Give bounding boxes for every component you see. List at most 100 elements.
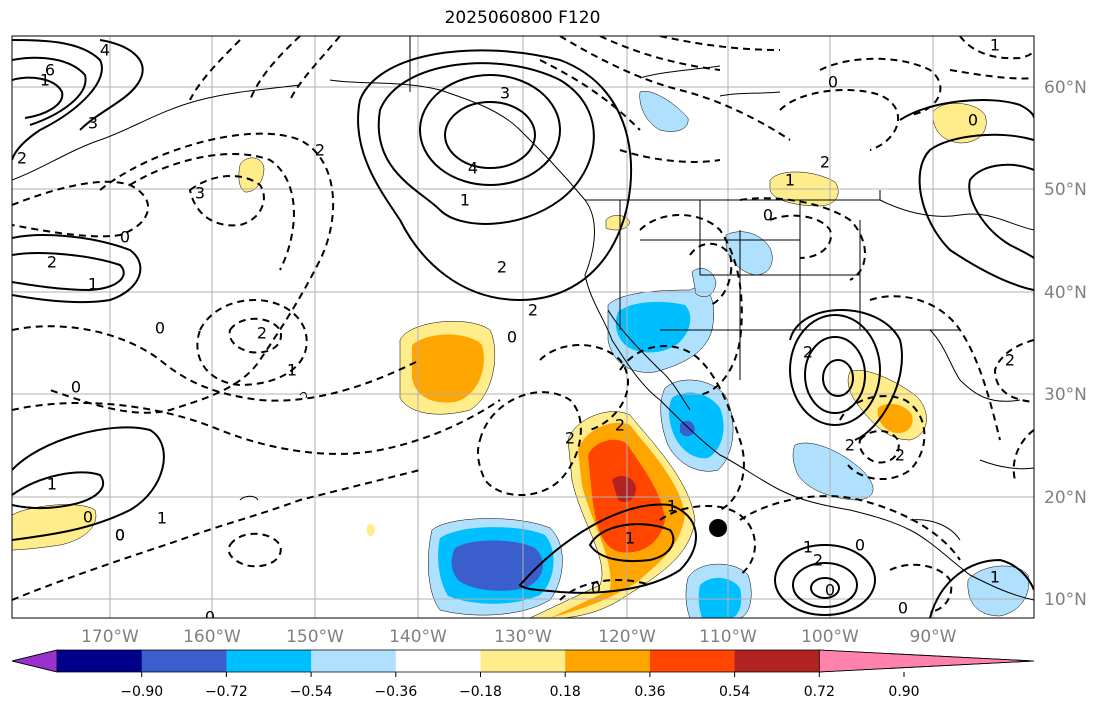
contour-label: 0 (115, 526, 125, 545)
contour-lines (12, 36, 1034, 618)
anomaly-negative (451, 540, 543, 591)
contour-label: 1 (803, 538, 813, 557)
contour-label: 1 (287, 361, 297, 380)
contour-label: 0 (763, 206, 773, 225)
contour-label: 2 (528, 301, 538, 320)
colorbar-segment (395, 650, 481, 672)
longitude-tick-label: 140°W (389, 627, 447, 647)
latitude-tick-label: 30°N (1044, 385, 1087, 405)
colorbar-tick-label: −0.18 (459, 684, 502, 700)
contour-label: 0 (71, 378, 81, 397)
colorbar-tick-label: 0.54 (719, 684, 750, 700)
anomaly-positive (412, 334, 484, 403)
contour-label: 0 (825, 581, 835, 600)
colorbar-tick-label: 0.18 (550, 684, 581, 700)
colorbar-tick-label: −0.72 (205, 684, 248, 700)
latitude-tick-label: 50°N (1044, 180, 1087, 200)
colorbar (11, 649, 1035, 673)
map-title: 2025060800 F120 (444, 8, 601, 28)
contour-label: 0 (205, 608, 215, 627)
colorbar-extend-high (818, 649, 1035, 673)
contour-label: 0 (855, 536, 865, 555)
contour-label: 2 (895, 446, 905, 465)
colorbar-tick-label: 0.90 (888, 684, 919, 700)
contour-label: 1 (157, 509, 167, 528)
longitude-tick-label: 110°W (699, 627, 757, 647)
longitude-tick-label: 170°W (81, 627, 139, 647)
latitude-tick-label: 60°N (1044, 78, 1087, 98)
colorbar-segment (734, 650, 820, 672)
longitude-tick-label: 130°W (494, 627, 552, 647)
contour-label: 4 (468, 159, 478, 178)
anomaly-positive (612, 475, 636, 502)
anomaly-negative (725, 231, 773, 276)
contour-label: 2 (803, 343, 813, 362)
latitude-tick-label: 40°N (1044, 283, 1087, 303)
contour-label: 0 (898, 599, 908, 618)
contour-label: 0 (83, 508, 93, 527)
contour-label: 1 (990, 36, 1000, 55)
anomaly-negative (639, 90, 689, 132)
contour-label: 1 (990, 568, 1000, 587)
colorbar-segment (57, 650, 143, 672)
contour-label: 2 (820, 153, 830, 172)
contour-label: 0 (120, 228, 130, 247)
colorbar-segment (649, 650, 736, 672)
contour-label: 1 (667, 497, 677, 516)
colorbar-extend-low (11, 649, 58, 673)
anomaly-positive (12, 504, 97, 551)
contour-label: 2 (315, 141, 325, 160)
colorbar-tick-label: 0.72 (804, 684, 835, 700)
colorbar-tick-label: 0.36 (634, 684, 665, 700)
colorbar-outline (11, 649, 1035, 673)
coastlines (12, 36, 1034, 601)
contour-label: 2 (47, 253, 57, 272)
anomaly-negative (669, 392, 724, 459)
contour-label: 2 (17, 149, 27, 168)
storm-marker (709, 519, 727, 537)
longitude-tick-label: 150°W (286, 627, 344, 647)
anomaly-positive (367, 523, 375, 537)
colorbar-tick-label: −0.36 (374, 684, 417, 700)
longitude-tick-label: 90°W (910, 627, 957, 647)
anomaly-negative (792, 442, 874, 501)
contour-label: 2 (615, 416, 625, 435)
colorbar-segment (226, 650, 312, 672)
anomaly-negative (680, 420, 695, 437)
anomaly-positive (877, 403, 913, 434)
colorbar-segment (565, 650, 651, 672)
latitude-labels: 60°N 50°N 40°N 30°N 20°N 10°N (1044, 78, 1087, 610)
colorbar-segment (141, 650, 227, 672)
contour-label: 2 (1005, 351, 1015, 370)
longitude-tick-label: 100°W (801, 627, 859, 647)
contour-label: 1 (625, 529, 635, 548)
longitude-tick-label: 160°W (183, 627, 241, 647)
contour-label: 3 (88, 114, 98, 133)
contour-label: 1 (47, 475, 57, 494)
longitude-labels: 170°W 160°W 150°W 140°W 130°W 120°W 110°W 100°W… (81, 627, 957, 647)
contour-label: 4 (100, 41, 110, 60)
map-frame (11, 35, 1035, 619)
contour-labels: 6432102132021003412202100100102210212200… (17, 36, 1015, 627)
contour-label: 2 (813, 551, 823, 570)
colorbar-segment (480, 650, 566, 672)
contour-label: 1 (88, 275, 98, 294)
contour-label: 3 (500, 84, 510, 103)
latitude-tick-label: 20°N (1044, 488, 1087, 508)
contour-label: 0 (828, 73, 838, 92)
contour-label: 0 (968, 111, 978, 130)
contour-label: 1 (40, 71, 50, 90)
contour-label: 2 (845, 436, 855, 455)
anomaly-positive (932, 103, 987, 144)
anomaly-negative (615, 301, 691, 353)
contour-label: 2 (257, 324, 267, 343)
colorbar-tick-label: −0.90 (120, 684, 163, 700)
contour-label: 1 (785, 171, 795, 190)
contour-label: 6 (45, 61, 55, 80)
contour-label: 3 (195, 184, 205, 203)
longitude-tick-label: 120°W (598, 627, 656, 647)
contour-label: 0 (591, 579, 601, 598)
contour-label: 2 (497, 258, 507, 277)
contour-label: 0 (115, 526, 125, 545)
